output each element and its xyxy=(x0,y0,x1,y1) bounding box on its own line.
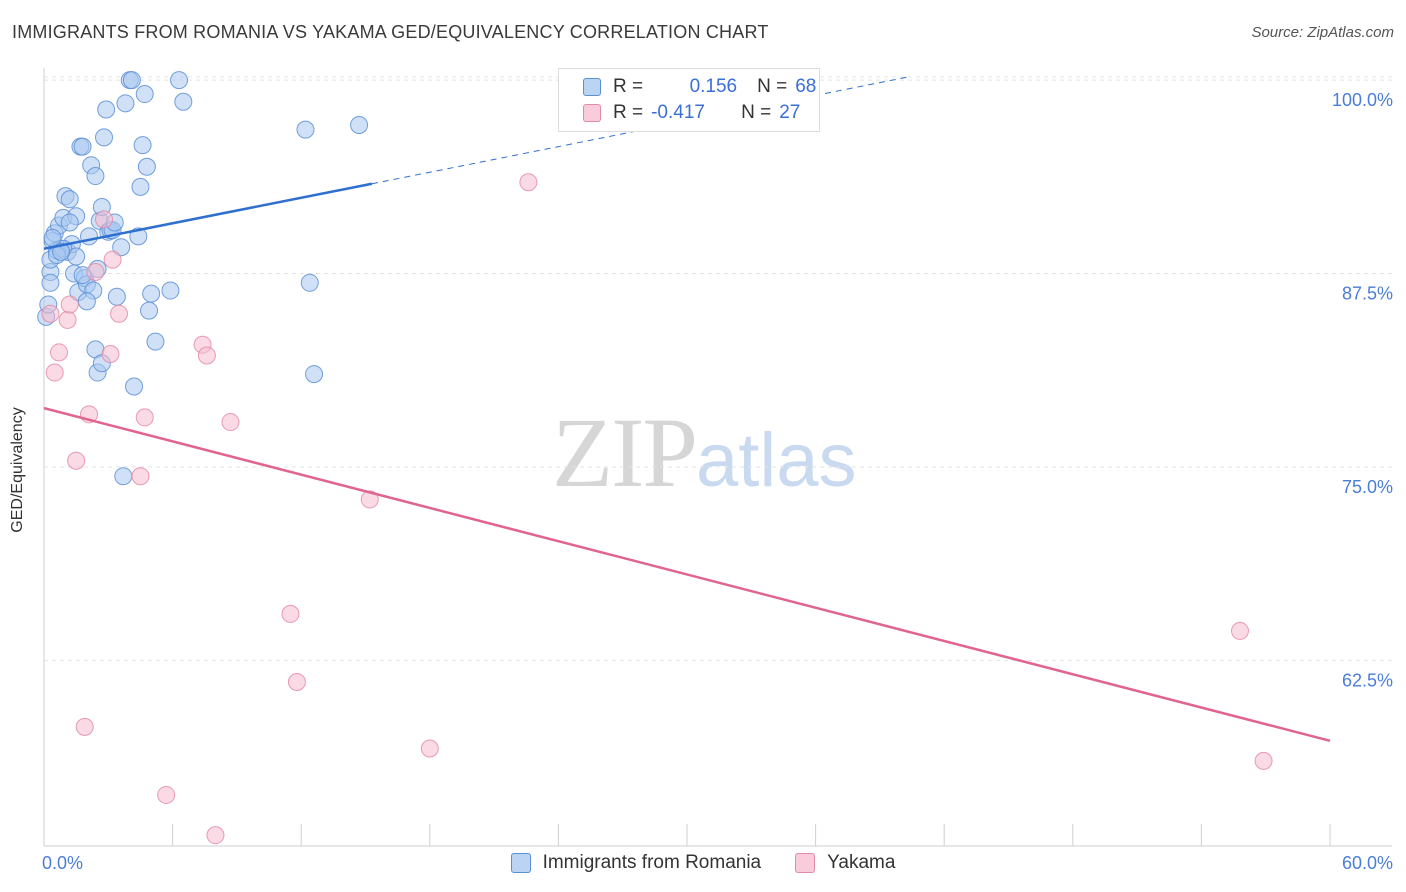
swatch-yakama xyxy=(795,853,816,873)
source-credit: Source: ZipAtlas.com xyxy=(1251,24,1394,41)
legend-n-value: 68 xyxy=(795,76,817,97)
data-point xyxy=(97,100,116,119)
data-point xyxy=(350,115,369,134)
gridlines xyxy=(44,76,1392,661)
data-point xyxy=(296,120,315,139)
legend-n-value: 27 xyxy=(779,102,801,123)
data-point xyxy=(116,94,135,113)
data-point xyxy=(41,273,60,292)
data-point xyxy=(95,210,114,229)
data-point xyxy=(146,332,165,351)
data-point xyxy=(67,451,86,470)
series-romania-points xyxy=(37,71,369,486)
data-point xyxy=(73,137,92,156)
legend-row-yakama: R = -0.417 N = 27 xyxy=(583,101,800,125)
data-point xyxy=(519,173,538,192)
y-tick-label: 62.5% xyxy=(1342,670,1393,690)
data-point xyxy=(114,467,133,486)
data-point xyxy=(131,177,150,196)
data-point xyxy=(50,343,69,362)
legend-n-label: N = xyxy=(757,76,788,97)
data-point xyxy=(206,826,225,845)
data-point xyxy=(287,672,306,691)
axes xyxy=(43,68,1392,847)
data-point xyxy=(86,167,105,186)
y-tick-label: 100.0% xyxy=(1332,90,1393,110)
watermark: ZIPatlas xyxy=(552,395,857,510)
data-point xyxy=(300,273,319,292)
data-point xyxy=(221,413,240,432)
bottom-legend-romania-label: Immigrants from Romania xyxy=(542,852,762,873)
legend-swatch-romania xyxy=(583,78,601,96)
data-point xyxy=(161,281,180,300)
watermark-zip: ZIP xyxy=(552,397,698,508)
legend-r-label: R = xyxy=(613,76,644,97)
legend-n-label: N = xyxy=(741,102,772,123)
tick-labels: 62.5% 75.0% 87.5% 100.0% 0.0% 60.0% xyxy=(42,90,1393,873)
data-point xyxy=(133,136,152,155)
data-point xyxy=(122,71,141,90)
trend-line-romania xyxy=(43,182,373,250)
watermark-atlas: atlas xyxy=(696,418,857,503)
x-tick-label: 0.0% xyxy=(42,853,83,873)
data-point xyxy=(60,213,79,232)
data-point xyxy=(110,304,129,323)
data-point xyxy=(157,785,176,804)
data-point xyxy=(281,604,300,623)
data-point xyxy=(45,363,64,382)
data-point xyxy=(80,227,99,246)
bottom-legend: Immigrants from Romania Yakama xyxy=(0,852,1406,874)
data-point xyxy=(140,301,159,320)
x-tick-label: 60.0% xyxy=(1342,853,1393,873)
data-point xyxy=(125,377,144,396)
data-point xyxy=(112,238,131,257)
legend-r-label: R = xyxy=(613,102,644,123)
legend-swatch-yakama xyxy=(583,104,601,122)
y-tick-label: 87.5% xyxy=(1342,284,1393,304)
data-point xyxy=(142,284,161,303)
y-tick-label: 75.0% xyxy=(1342,477,1393,497)
data-point xyxy=(77,292,96,311)
legend-r-value: 0.156 xyxy=(689,76,738,97)
data-point xyxy=(75,717,94,736)
data-point xyxy=(95,128,114,147)
data-point xyxy=(60,295,79,314)
data-point xyxy=(305,365,324,384)
bottom-legend-yakama: Yakama xyxy=(795,852,895,874)
trend-lines xyxy=(43,76,1331,742)
data-point xyxy=(360,490,379,509)
data-point xyxy=(170,71,189,90)
data-point xyxy=(52,242,71,261)
bottom-legend-yakama-label: Yakama xyxy=(827,852,896,873)
bottom-legend-romania: Immigrants from Romania xyxy=(510,852,762,874)
data-point xyxy=(131,467,150,486)
legend-row-romania: R = 0.156 N = 68 xyxy=(583,75,816,99)
data-point xyxy=(107,287,126,306)
trend-line-yakama xyxy=(43,406,1331,742)
swatch-romania xyxy=(510,853,531,873)
data-point xyxy=(58,310,77,329)
data-point xyxy=(103,250,122,269)
data-point xyxy=(135,408,154,427)
chart-title: IMMIGRANTS FROM ROMANIA VS YAKAMA GED/EQ… xyxy=(12,22,769,42)
data-point xyxy=(1230,621,1249,640)
data-point xyxy=(174,92,193,111)
data-point xyxy=(1254,751,1273,770)
data-point xyxy=(137,157,156,176)
data-point xyxy=(420,739,439,758)
data-point xyxy=(197,346,216,365)
data-point xyxy=(60,190,79,209)
legend: R = 0.156 N = 68 R = -0.417 N = 27 xyxy=(558,68,820,132)
data-point xyxy=(135,85,154,104)
legend-r-value: -0.417 xyxy=(651,102,705,123)
data-point xyxy=(67,247,86,266)
data-point xyxy=(86,262,105,281)
data-point xyxy=(41,304,60,323)
series-yakama-points xyxy=(41,173,1273,845)
data-point xyxy=(101,344,120,363)
